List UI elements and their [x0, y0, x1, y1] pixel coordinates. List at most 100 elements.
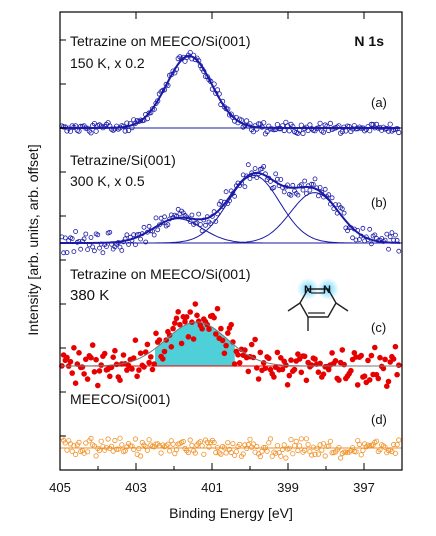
- data-point: [214, 305, 221, 312]
- data-point: [329, 350, 335, 356]
- data-point: [396, 248, 402, 254]
- data-point: [197, 222, 203, 227]
- data-point: [172, 320, 178, 326]
- data-point: [223, 342, 229, 349]
- data-point: [90, 244, 96, 250]
- data-point: [291, 366, 298, 373]
- data-point: [358, 452, 364, 458]
- data-point: [204, 439, 210, 445]
- panel-d-label-line1: MEECO/Si(001): [70, 391, 170, 407]
- data-point: [309, 181, 315, 187]
- data-point: [182, 318, 188, 325]
- data-point: [138, 453, 144, 459]
- data-point: [377, 354, 383, 361]
- data-point: [367, 226, 373, 232]
- data-point: [296, 443, 303, 449]
- data-point: [213, 449, 219, 456]
- data-point: [300, 187, 306, 193]
- data-point: [387, 121, 393, 127]
- data-point: [170, 325, 176, 332]
- data-point: [160, 356, 166, 362]
- data-point: [218, 325, 224, 332]
- svg-text:N: N: [323, 284, 331, 296]
- x-tick-label: 403: [125, 480, 147, 495]
- data-point: [218, 451, 224, 457]
- data-point: [262, 365, 269, 372]
- data-point: [185, 449, 191, 456]
- data-point: [100, 250, 106, 256]
- data-point: [237, 441, 243, 447]
- data-point: [104, 244, 109, 250]
- data-point: [194, 312, 200, 319]
- data-point: [88, 130, 94, 136]
- data-point: [360, 225, 366, 231]
- data-point: [372, 344, 378, 351]
- data-point: [380, 365, 387, 372]
- data-point: [384, 383, 390, 390]
- data-point: [273, 450, 279, 456]
- data-point: [274, 176, 280, 182]
- data-point: [85, 449, 91, 455]
- data-point: [187, 309, 193, 315]
- data-point: [223, 189, 229, 195]
- data-point: [177, 321, 183, 328]
- data-point: [167, 448, 173, 454]
- data-point: [305, 441, 311, 448]
- data-point: [394, 371, 400, 378]
- data-point: [91, 369, 98, 375]
- data-point: [83, 231, 89, 237]
- data-point: [384, 231, 390, 237]
- data-point: [386, 246, 391, 252]
- data-point: [269, 453, 275, 459]
- data-point: [146, 223, 152, 229]
- data-point: [199, 326, 205, 332]
- data-point: [88, 235, 94, 240]
- data-point: [274, 349, 281, 356]
- panel-c-label-line1: Tetrazine on MEECO/Si(001): [70, 266, 251, 282]
- data-point: [165, 222, 171, 228]
- data-point: [185, 334, 192, 340]
- data-point: [339, 206, 345, 212]
- data-point: [62, 235, 68, 241]
- data-point: [295, 351, 301, 357]
- data-point: [88, 354, 94, 361]
- data-point: [278, 355, 284, 361]
- data-point: [308, 362, 315, 368]
- data-point: [317, 442, 323, 448]
- data-point: [298, 369, 305, 376]
- data-point: [89, 342, 96, 348]
- data-point: [110, 354, 116, 361]
- data-point: [219, 337, 226, 344]
- data-point: [143, 239, 149, 245]
- data-point: [288, 357, 294, 363]
- data-point: [76, 439, 82, 445]
- data-point: [245, 162, 251, 168]
- data-point: [132, 436, 138, 442]
- data-point: [61, 250, 66, 256]
- data-point: [271, 374, 277, 380]
- data-point: [138, 236, 144, 242]
- data-point: [213, 331, 219, 337]
- data-point: [368, 241, 374, 247]
- data-point: [190, 336, 197, 342]
- data-point: [279, 446, 286, 453]
- data-point: [95, 232, 101, 238]
- data-point: [98, 438, 104, 444]
- data-point: [245, 368, 252, 375]
- data-point: [392, 232, 398, 238]
- data-point: [368, 442, 374, 448]
- data-point: [130, 355, 137, 361]
- data-point: [183, 314, 190, 320]
- data-point: [387, 234, 393, 240]
- data-point: [79, 364, 86, 370]
- data-point: [350, 235, 356, 241]
- data-point: [73, 451, 79, 457]
- panel-a-tag: (a): [371, 95, 387, 110]
- data-point: [187, 219, 193, 225]
- data-point: [315, 451, 321, 457]
- data-point: [261, 164, 267, 169]
- data-point: [329, 195, 335, 201]
- data-point: [124, 232, 130, 238]
- data-point: [312, 176, 318, 182]
- data-point: [67, 358, 74, 365]
